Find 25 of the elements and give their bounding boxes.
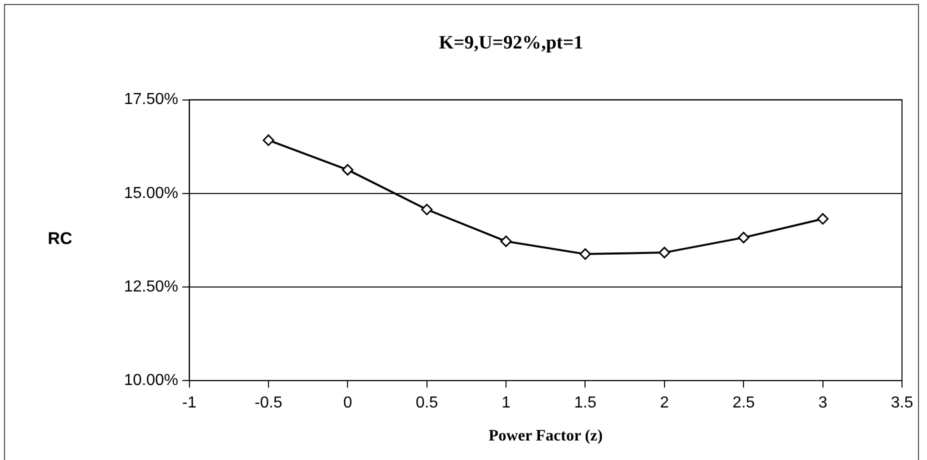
point [738,232,750,244]
x-tick-label: 0.5 [416,394,438,412]
x-axis-title: Power Factor (z) [488,428,603,445]
point [817,213,829,225]
point [342,164,354,176]
x-tick-label: 1.5 [574,394,596,412]
y-tick-label: 15.00% [124,184,178,202]
y-tick-label: 17.50% [124,91,178,108]
y-tick-label: 10.00% [124,372,178,390]
x-tick-label: 2 [660,394,669,412]
x-tick-label: -0.5 [254,394,282,412]
chart-title: K=9,U=92%,pt=1 [438,32,584,54]
x-tick-label: 2.5 [732,394,755,412]
point [421,204,433,216]
x-tick-label: -1 [182,394,196,412]
point [579,248,591,260]
x-tick-label: 3.5 [890,394,914,412]
y-axis-title: RC [48,228,72,248]
x-tick-label: 1 [502,394,511,412]
point [262,134,274,146]
x-tick-label: 3 [818,394,828,412]
y-tick-label: 12.50% [124,278,178,296]
x-tick-label: 0 [343,394,352,412]
point [658,246,670,258]
point [500,236,512,248]
